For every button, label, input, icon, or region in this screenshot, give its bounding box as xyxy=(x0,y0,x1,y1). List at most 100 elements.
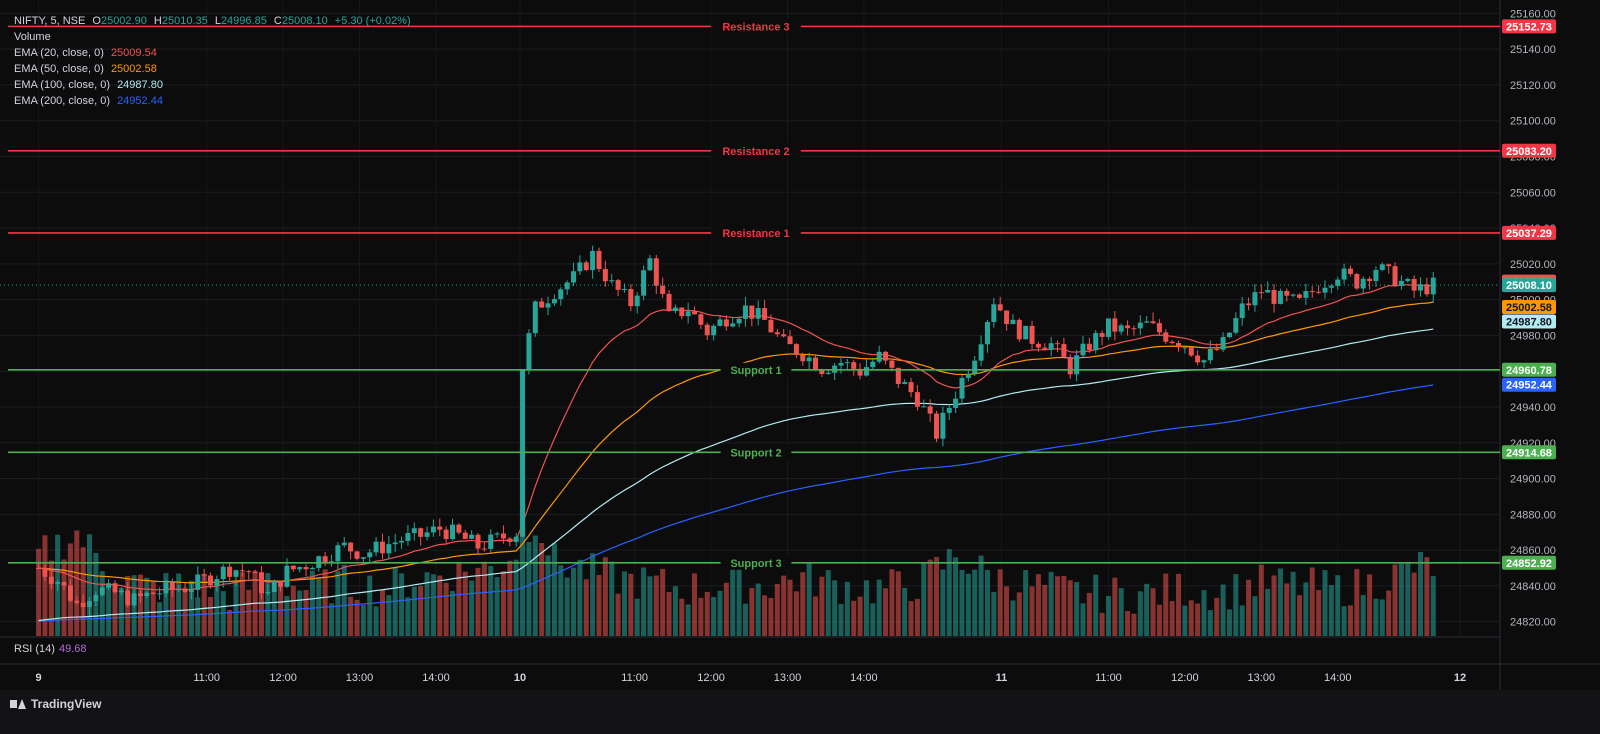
candle xyxy=(239,562,245,577)
candle xyxy=(526,329,532,375)
candle-body xyxy=(991,304,997,323)
candle xyxy=(399,536,405,549)
ema50-price-tag: 25002.58 xyxy=(1502,300,1556,315)
candle xyxy=(150,591,156,595)
candle-body xyxy=(252,572,258,574)
volume-bar xyxy=(660,568,666,636)
ema20-legend[interactable]: EMA (20, close, 0) 25009.54 xyxy=(14,45,411,61)
ema50-legend[interactable]: EMA (50, close, 0) 25002.58 xyxy=(14,61,411,77)
candle-body xyxy=(392,542,398,545)
candle-body xyxy=(978,344,984,361)
candle-body xyxy=(494,533,500,535)
candle-body xyxy=(914,392,920,407)
candle-body xyxy=(1010,319,1016,325)
candle-body xyxy=(660,285,666,294)
candle-body xyxy=(418,528,424,537)
volume-bar xyxy=(303,590,309,636)
volume-bar xyxy=(214,582,220,636)
candle xyxy=(1386,263,1392,274)
candle xyxy=(844,358,850,370)
ema100-legend[interactable]: EMA (100, close, 0) 24987.80 xyxy=(14,77,411,93)
candle-body xyxy=(214,579,220,586)
volume-bar xyxy=(1048,571,1054,636)
candle xyxy=(131,589,137,608)
candle xyxy=(93,591,99,606)
candle-body xyxy=(405,533,411,541)
candle-body xyxy=(1137,322,1143,329)
candle xyxy=(615,278,621,297)
candle-body xyxy=(1048,343,1054,350)
volume-bar xyxy=(1118,588,1124,636)
candle-body xyxy=(997,304,1003,311)
candle xyxy=(628,284,634,312)
candle-body xyxy=(959,377,965,399)
volume-bar xyxy=(456,561,462,636)
candle-body xyxy=(462,532,468,539)
candle-body xyxy=(545,303,551,308)
candle-body xyxy=(258,572,264,594)
candle xyxy=(1405,277,1411,283)
candle-body xyxy=(399,540,405,543)
level-resistance-2: Resistance 2 25083.20 xyxy=(8,143,1556,158)
candle xyxy=(532,300,538,337)
candle xyxy=(475,533,481,555)
volume-bar xyxy=(1303,582,1309,636)
volume-legend[interactable]: Volume xyxy=(14,31,51,43)
symbol-name[interactable]: NIFTY, 5, NSE xyxy=(14,15,86,27)
tradingview-brand[interactable]: TradingView xyxy=(10,697,101,711)
volume-bar xyxy=(1386,590,1392,636)
candle xyxy=(322,551,328,567)
candle-body xyxy=(781,334,787,337)
volume-bar xyxy=(157,602,163,636)
x-tick-label: 12:00 xyxy=(697,672,725,684)
candle xyxy=(774,328,780,337)
volume-bar xyxy=(284,596,290,636)
volume-bar xyxy=(1144,583,1150,636)
candle xyxy=(800,352,806,366)
brand-name: TradingView xyxy=(31,697,102,711)
candle xyxy=(182,582,188,593)
candle-body xyxy=(67,585,73,601)
candle xyxy=(698,312,704,330)
candle-body xyxy=(329,561,335,563)
candle-body xyxy=(1233,318,1239,333)
candle-body xyxy=(1386,264,1392,267)
candle xyxy=(36,562,42,570)
candle xyxy=(838,358,844,374)
candle xyxy=(717,315,723,327)
candle xyxy=(55,579,61,591)
volume-bar xyxy=(863,580,869,636)
candle xyxy=(309,566,315,570)
candle-body xyxy=(1347,268,1353,275)
volume-bar xyxy=(1156,604,1162,636)
candle-body xyxy=(768,319,774,333)
volume-bar xyxy=(163,573,169,636)
candle-body xyxy=(628,288,634,307)
candle-body xyxy=(150,592,156,594)
candle xyxy=(551,294,557,306)
candle xyxy=(1086,337,1092,353)
volume-bar xyxy=(1099,612,1105,636)
rsi-legend[interactable]: RSI (14) 49.68 xyxy=(14,643,87,655)
candle-body xyxy=(36,568,42,570)
candle xyxy=(437,518,443,537)
candle-body xyxy=(755,308,761,319)
candle xyxy=(876,345,882,364)
volume-bar xyxy=(997,569,1003,636)
ema200-legend[interactable]: EMA (200, close, 0) 24952.44 xyxy=(14,93,411,109)
level-price-tag xyxy=(1502,555,1556,570)
candle-body xyxy=(354,551,360,559)
candle-body xyxy=(615,280,621,290)
x-tick-label: 12:00 xyxy=(1171,672,1199,684)
volume-bar xyxy=(144,577,150,636)
volume-bar xyxy=(577,559,583,636)
candle xyxy=(590,245,596,279)
candle-body xyxy=(1335,279,1341,286)
volume-bar xyxy=(246,589,252,636)
low-label: L xyxy=(214,15,221,27)
volume-bar xyxy=(233,580,239,636)
volume-bar xyxy=(360,605,366,636)
volume-bar xyxy=(571,567,577,636)
candle xyxy=(755,300,761,326)
